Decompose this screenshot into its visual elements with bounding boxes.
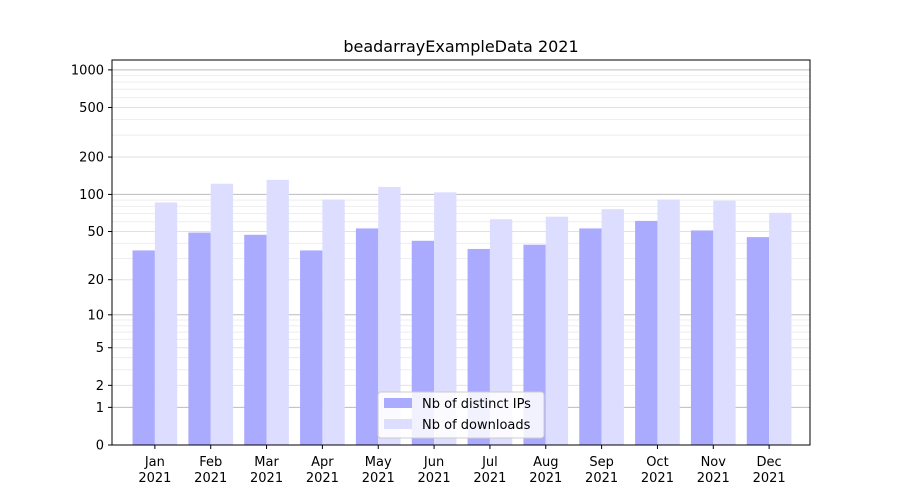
y-tick-label: 10 (87, 308, 104, 323)
x-tick-label-month: Apr (311, 455, 334, 470)
x-tick-label-year: 2021 (585, 471, 618, 486)
legend-label-distinct-ips: Nb of distinct IPs (422, 397, 531, 412)
x-tick-label-year: 2021 (697, 471, 730, 486)
x-tick-label-year: 2021 (306, 471, 339, 486)
x-tick-label-month: Nov (701, 455, 727, 470)
x-tick-label-year: 2021 (250, 471, 283, 486)
legend-swatch-distinct-ips (384, 398, 412, 408)
bar-downloads-apr (322, 199, 345, 445)
y-tick-label: 500 (79, 101, 104, 116)
plot-area-frame (111, 59, 811, 446)
y-tick-label: 1000 (71, 63, 104, 78)
x-tick-label-month: Mar (254, 455, 279, 470)
x-tick-label-year: 2021 (753, 471, 786, 486)
x-tick-label-year: 2021 (641, 471, 674, 486)
bar-distinct-ips-may (355, 228, 379, 445)
x-tick-label-year: 2021 (362, 471, 395, 486)
y-tick-label: 0 (96, 439, 104, 454)
x-tick-label-month: Jun (423, 455, 444, 470)
bar-distinct-ips-jan (132, 250, 155, 445)
bar-downloads-may (378, 186, 401, 445)
bar-downloads-jan (154, 202, 178, 445)
y-axis: 0 1 2 5 10 20 50 100 200 500 1000 (71, 63, 112, 454)
bar-downloads-dec (769, 212, 792, 445)
y-tick-label: 200 (79, 151, 104, 166)
y-tick-label: 100 (79, 188, 104, 203)
chart-title: beadarrayExampleData 2021 (343, 37, 578, 56)
bar-distinct-ips-mar (244, 234, 267, 445)
legend-box (377, 391, 545, 439)
bar-downloads-sep (601, 209, 624, 445)
x-tick-label-year: 2021 (529, 471, 562, 486)
x-tick-label-month: Jul (481, 455, 498, 470)
x-tick-label-year: 2021 (418, 471, 451, 486)
y-tick-label: 2 (96, 379, 104, 394)
bar-downloads-oct (657, 199, 680, 445)
x-tick-label-month: Dec (757, 455, 782, 470)
bar-downloads-jun (434, 192, 457, 445)
bar-downloads-jul (489, 219, 513, 445)
x-tick-label-month: Feb (199, 455, 222, 470)
x-tick-label-year: 2021 (138, 471, 171, 486)
x-tick-label-year: 2021 (473, 471, 506, 486)
legend-swatch-downloads (384, 419, 412, 429)
x-tick-label-month: Oct (646, 455, 668, 470)
x-tick-label-month: Aug (533, 455, 558, 470)
x-tick-label-month: Jan (144, 455, 165, 470)
y-tick-label: 5 (96, 341, 104, 356)
bar-distinct-ips-oct (635, 220, 658, 445)
bar-distinct-ips-nov (690, 230, 714, 445)
bar-distinct-ips-apr (300, 250, 323, 445)
legend-label-downloads: Nb of downloads (422, 418, 531, 433)
bar-downloads-feb (210, 183, 234, 445)
bar-distinct-ips-sep (579, 228, 602, 445)
y-tick-label: 1 (96, 401, 104, 416)
x-tick-label-month: May (365, 455, 392, 470)
bar-downloads-nov (713, 200, 736, 445)
bar-downloads-aug (545, 216, 569, 445)
bar-downloads-mar (266, 179, 289, 445)
x-tick-label-month: Sep (589, 455, 614, 470)
bar-distinct-ips-dec (746, 237, 770, 445)
x-axis: Jan2021Feb2021Mar2021Apr2021May2021Jun20… (138, 445, 786, 486)
bar-distinct-ips-feb (188, 232, 211, 445)
y-tick-label: 20 (87, 273, 104, 288)
legend: Nb of distinct IPs Nb of downloads (377, 391, 545, 439)
x-tick-label-year: 2021 (194, 471, 227, 486)
y-tick-label: 50 (87, 225, 104, 240)
